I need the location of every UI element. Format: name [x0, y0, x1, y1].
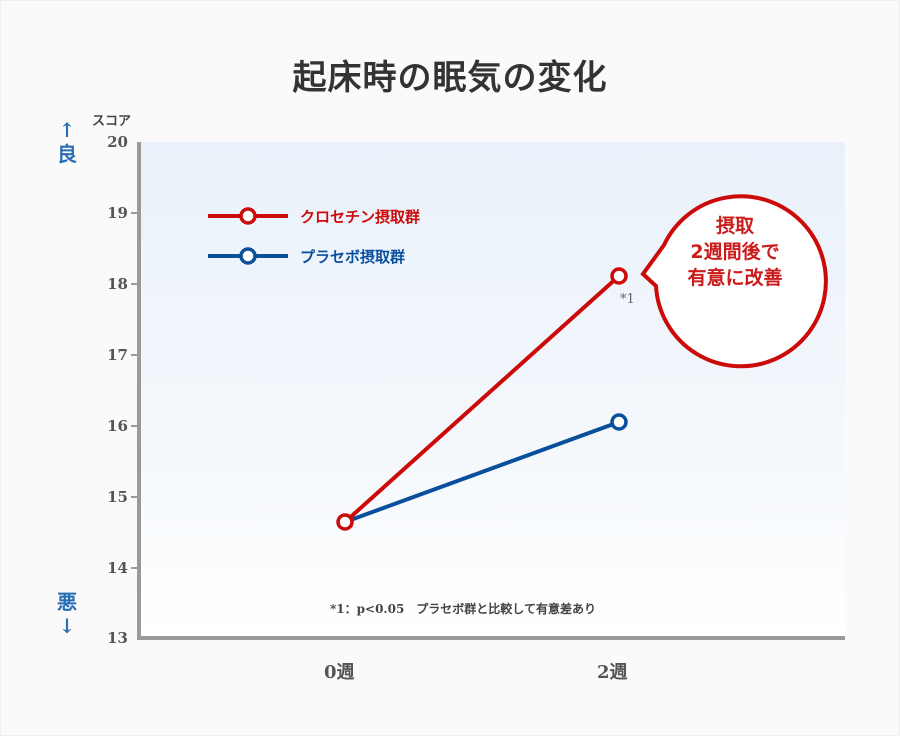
callout-bubble: [640, 194, 828, 369]
data-point-marker: [610, 413, 628, 431]
legend-label-placebo: プラセボ摂取群: [300, 248, 406, 266]
callout-line-3: 有意に改善: [687, 267, 783, 289]
y-tick-label: 17: [107, 346, 128, 364]
down-arrow-icon: ↓: [58, 614, 76, 638]
good-indicator: ↑ 良: [52, 118, 82, 166]
y-tick-label: 14: [107, 559, 128, 577]
legend-glyph-crocetin: [208, 207, 288, 225]
y-axis: [137, 142, 141, 640]
y-axis-unit-label: スコア: [92, 114, 132, 129]
y-tick-label: 18: [107, 275, 128, 293]
y-tick: [131, 354, 138, 356]
legend-glyph-placebo: [208, 247, 288, 265]
callout-line-1: 摂取: [715, 215, 754, 237]
crocetin-series: [336, 267, 628, 531]
callout-line-2: 2週間後で: [690, 241, 780, 263]
footnote: *1：p<0.05 プラセボ群と比較して有意差あり: [330, 602, 596, 616]
y-tick: [131, 212, 138, 214]
y-tick-label: 20: [107, 133, 128, 151]
y-tick-label: 16: [107, 417, 128, 435]
x-axis: [137, 636, 845, 640]
y-tick-label: 19: [107, 204, 128, 222]
y-tick: [131, 567, 138, 569]
data-point-marker: [610, 267, 628, 285]
data-point-marker: [336, 513, 354, 531]
y-tick: [131, 283, 138, 285]
y-tick-label: 13: [107, 629, 128, 647]
callout-text: 摂取 2週間後で 有意に改善: [660, 213, 810, 291]
legend-label-crocetin: クロセチン摂取群: [300, 208, 421, 226]
placebo-series: [344, 413, 628, 524]
good-label: 良: [57, 142, 77, 166]
y-tick: [131, 496, 138, 498]
up-arrow-icon: ↑: [58, 118, 76, 142]
bad-label: 悪: [57, 590, 77, 614]
x-tick-label: 0週: [324, 662, 355, 683]
significance-mark: *1: [620, 292, 635, 307]
y-tick-label: 15: [107, 488, 128, 506]
y-tick: [131, 425, 138, 427]
bad-indicator: 悪 ↓: [52, 590, 82, 638]
chart-title: 起床時の眠気の変化: [292, 58, 608, 98]
x-tick-label: 2週: [597, 662, 628, 683]
